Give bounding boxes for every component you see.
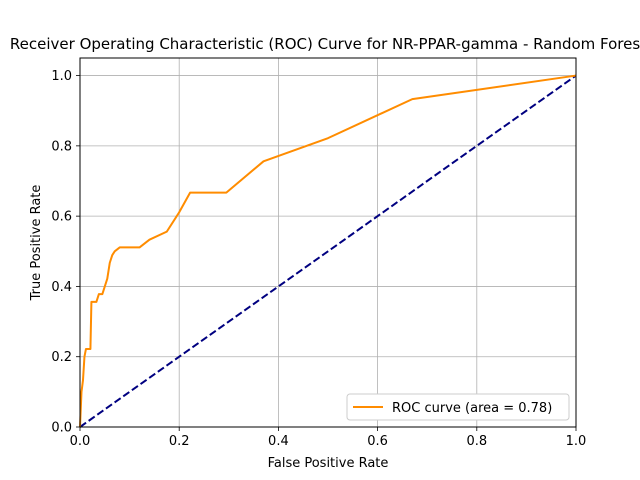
chance-diagonal-line <box>79 74 577 428</box>
y-axis-label: True Positive Rate <box>29 185 44 302</box>
x-tick-label: 1.0 <box>566 434 587 449</box>
x-axis-label: False Positive Rate <box>268 456 389 471</box>
y-tick-label: 0.6 <box>51 210 72 225</box>
roc-curve-line <box>79 74 577 428</box>
x-tick-label: 0.2 <box>169 434 190 449</box>
y-tick-label: 0.2 <box>51 350 72 365</box>
y-tick-label: 0.8 <box>51 139 72 154</box>
chart-title: Receiver Operating Characteristic (ROC) … <box>10 35 640 53</box>
plot-frame <box>79 57 577 428</box>
legend: ROC curve (area = 0.78) <box>346 393 570 421</box>
x-tick-label: 0.0 <box>70 434 91 449</box>
x-tick-label: 0.4 <box>268 434 289 449</box>
legend-box <box>346 393 570 421</box>
legend-label: ROC curve (area = 0.78) <box>392 401 552 416</box>
plot-area <box>80 58 576 427</box>
grid-lines <box>79 58 577 428</box>
x-tick-label: 0.8 <box>466 434 487 449</box>
axis-ticks: 0.0 0.2 0.4 0.6 0.8 1.0 0.0 0.2 0.4 0.6 0.8 1.0 <box>51 69 586 449</box>
y-tick-label: 0.0 <box>51 421 72 436</box>
x-tick-label: 0.6 <box>367 434 388 449</box>
y-tick-label: 1.0 <box>51 69 72 84</box>
series-layer <box>79 74 577 428</box>
y-tick-label: 0.4 <box>51 280 72 295</box>
